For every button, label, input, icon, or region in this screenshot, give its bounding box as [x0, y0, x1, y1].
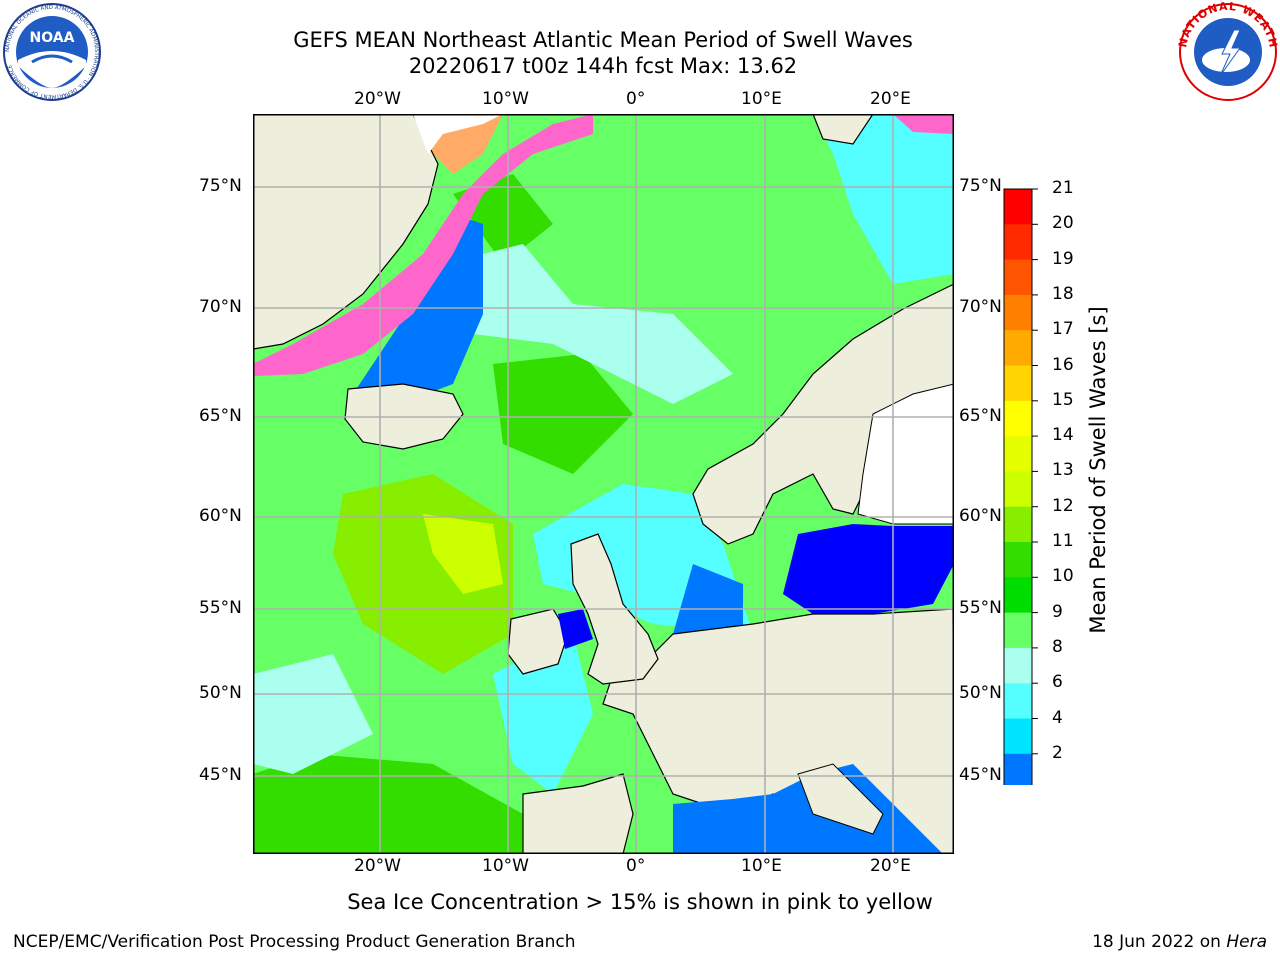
colorbar-tick-label: 20	[1052, 213, 1074, 234]
swell-zone-6s-biscay	[493, 634, 593, 794]
land-italy	[797, 763, 884, 835]
colorbar-segment	[1004, 577, 1032, 614]
swell-zone-6s-barents	[813, 114, 954, 284]
colorbar-tick-label: 16	[1052, 354, 1074, 375]
colorbar-segment	[1004, 189, 1032, 225]
footer-credit: NCEP/EMC/Verification Post Processing Pr…	[13, 932, 576, 952]
lon-label-top-10e: 10°E	[741, 89, 782, 109]
colorbar-segment	[1004, 436, 1032, 472]
lat-label-left-55n: 55°N	[199, 598, 242, 618]
swell-zone-4s-northsea	[673, 564, 743, 634]
colorbar-tick-label: 10	[1052, 566, 1074, 587]
colorbar-segment	[1004, 259, 1032, 296]
lat-label-left-50n: 50°N	[199, 683, 242, 703]
map-plot	[253, 114, 954, 854]
greenland-ice-white	[413, 114, 503, 154]
colorbar-segment	[1004, 647, 1032, 684]
colorbar-tick-label: 14	[1052, 425, 1074, 446]
page-title: GEFS MEAN Northeast Atlantic Mean Period…	[293, 28, 913, 52]
lat-label-right-45n: 45°N	[959, 765, 1002, 785]
lat-label-right-65n: 65°N	[959, 406, 1002, 426]
lon-label-bottom-20e: 20°E	[870, 856, 911, 876]
land-svalbard	[812, 114, 874, 145]
land-iberia	[522, 773, 634, 854]
map-frame	[253, 114, 954, 854]
colorbar-tick-label: 13	[1052, 460, 1074, 481]
colorbar-tick-label: 2	[1052, 742, 1063, 763]
land-finland-white	[857, 383, 954, 525]
lat-label-left-60n: 60°N	[199, 506, 242, 526]
colorbar-tick-label: 8	[1052, 636, 1063, 657]
colorbar-segment	[1004, 365, 1032, 402]
colorbar-tick-label: 19	[1052, 248, 1074, 269]
lat-label-right-55n: 55°N	[959, 598, 1002, 618]
colorbar-tick-label: 9	[1052, 601, 1063, 622]
colorbar-tick-label: 17	[1052, 319, 1074, 340]
colorbar-segment	[1004, 330, 1032, 366]
colorbar-tick-label: 6	[1052, 672, 1063, 693]
sea-ice-svalbard	[893, 114, 954, 134]
lon-label-bottom-0: 0°	[626, 856, 646, 876]
swell-zone-4s-greenland	[353, 214, 483, 414]
colorbar-tick-label: 11	[1052, 531, 1074, 551]
lat-label-right-50n: 50°N	[959, 683, 1002, 703]
lat-label-right-60n: 60°N	[959, 506, 1002, 526]
lat-label-left-65n: 65°N	[199, 406, 242, 426]
swell-zone-13s-peak	[423, 514, 503, 594]
noaa-logo: NOAA NATIONAL OCEANIC AND ATMOSPHERIC AD…	[3, 3, 101, 101]
graticule	[253, 114, 954, 854]
footer-host: Hera	[1226, 932, 1267, 952]
colorbar-tick-label: 18	[1052, 283, 1074, 304]
colorbar-segment	[1004, 753, 1032, 785]
colorbar-segment	[1004, 542, 1032, 578]
nws-logo: NATIONAL WEATHER SERVICE	[1178, 2, 1278, 101]
colorbar-label: Mean Period of Swell Waves [s]	[1086, 306, 1110, 634]
lon-label-top-10w: 10°W	[482, 89, 529, 109]
colorbar-frame	[1003, 188, 1033, 785]
colorbar-segment	[1004, 224, 1032, 261]
footer-date-text: 18 Jun 2022 on	[1092, 932, 1227, 952]
lon-label-top-20e: 20°E	[870, 89, 911, 109]
colorbar-tick-label: 4	[1052, 707, 1063, 728]
lon-label-bottom-20w: 20°W	[354, 856, 401, 876]
colorbar-segment	[1004, 506, 1032, 543]
sea-mediterranean	[673, 764, 943, 854]
colorbar-segment	[1004, 471, 1032, 508]
colorbar-segment	[1004, 683, 1032, 719]
sea-ice-band	[253, 114, 593, 376]
colorbar-segment	[1004, 400, 1032, 437]
footer-date: 18 Jun 2022 on Hera	[1092, 932, 1267, 952]
sea-baltic	[783, 524, 954, 614]
lat-label-left-75n: 75°N	[199, 176, 242, 196]
swell-zone-11s-north	[493, 354, 633, 474]
colorbar	[1003, 188, 1038, 785]
colorbar-segment	[1004, 718, 1032, 755]
noaa-logo-text: NOAA	[30, 30, 75, 46]
lat-label-left-45n: 45°N	[199, 765, 242, 785]
lon-label-bottom-10w: 10°W	[482, 856, 529, 876]
lat-label-left-70n: 70°N	[199, 297, 242, 317]
colorbar-segment	[1004, 612, 1032, 649]
sea-ice-note: Sea Ice Concentration > 15% is shown in …	[347, 890, 933, 914]
colorbar-tick-label: 21	[1052, 178, 1074, 198]
colorbar-tick-label: 12	[1052, 495, 1074, 516]
swell-zone-11s-south	[253, 754, 523, 854]
swell-zone-8s-west	[253, 654, 373, 774]
lon-label-top-20w: 20°W	[354, 89, 401, 109]
colorbar-segment	[1004, 294, 1032, 331]
page-subtitle: 20220617 t00z 144h fcst Max: 13.62	[408, 54, 798, 78]
lon-label-top-0: 0°	[626, 89, 646, 109]
swell-zone-8s-central	[443, 244, 733, 404]
lat-label-right-75n: 75°N	[959, 176, 1002, 196]
colorbar-tick-label: 15	[1052, 389, 1074, 410]
lat-label-right-70n: 70°N	[959, 297, 1002, 317]
lon-label-bottom-10e: 10°E	[741, 856, 782, 876]
sea-irish	[558, 609, 593, 649]
